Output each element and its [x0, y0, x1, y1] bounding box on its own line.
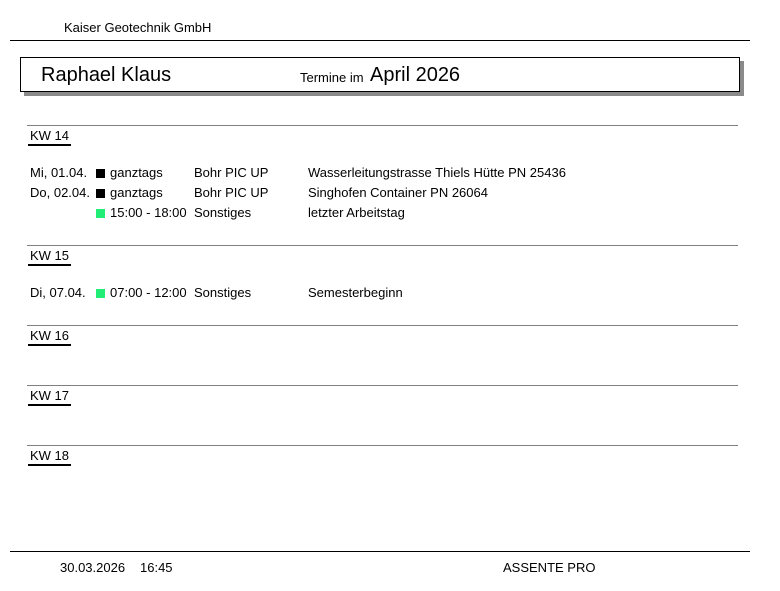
appointment-date: Do, 02.04.	[30, 185, 90, 200]
appointment-time: ganztags	[110, 165, 163, 180]
category-marker-icon	[96, 189, 105, 198]
appointment-type: Bohr PIC UP	[194, 165, 269, 180]
footer-date: 30.03.2026	[60, 560, 126, 575]
week-divider	[27, 385, 738, 386]
week-divider	[27, 125, 738, 126]
appointment-type: Sonstiges	[194, 285, 252, 300]
category-marker-icon	[96, 289, 105, 298]
appointment-description: Semesterbeginn	[308, 285, 403, 300]
appointment-time: 15:00 - 18:00	[110, 205, 187, 220]
appointment-description: letzter Arbeitstag	[308, 205, 405, 220]
month-label: April 2026	[370, 64, 461, 86]
person-name: Raphael Klaus	[41, 64, 172, 86]
week-divider	[27, 325, 738, 326]
appointment-time: 07:00 - 12:00	[110, 285, 187, 300]
footer-product: ASSENTE PRO	[503, 560, 596, 575]
header-divider	[10, 40, 750, 41]
appointment-date: Mi, 01.04.	[30, 165, 88, 180]
appointment-type: Bohr PIC UP	[194, 185, 269, 200]
appointment-description: Singhofen Container PN 26064	[308, 185, 488, 200]
appointment-date: Di, 07.04.	[30, 285, 86, 300]
category-marker-icon	[96, 169, 105, 178]
appointment-time: ganztags	[110, 185, 163, 200]
title-box: Raphael Klaus Termine im April 2026	[20, 57, 740, 92]
week-label: KW 16	[28, 328, 72, 346]
appointment-type: Sonstiges	[194, 205, 252, 220]
week-label: KW 14	[28, 128, 72, 146]
termine-label: Termine im	[300, 70, 364, 85]
appointment-description: Wasserleitungstrasse Thiels Hütte PN 254…	[308, 165, 566, 180]
company-name: Kaiser Geotechnik GmbH	[64, 20, 212, 35]
footer-time: 16:45	[140, 560, 173, 575]
week-label: KW 17	[28, 388, 72, 406]
week-divider	[27, 445, 738, 446]
week-label: KW 15	[28, 248, 72, 266]
category-marker-icon	[96, 209, 105, 218]
week-divider	[27, 245, 738, 246]
footer-divider	[10, 551, 750, 552]
week-label: KW 18	[28, 448, 72, 466]
